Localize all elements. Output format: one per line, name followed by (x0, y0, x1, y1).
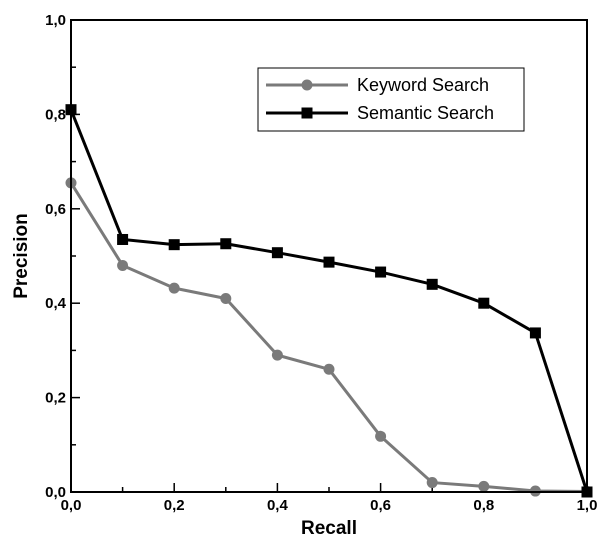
data-point (426, 477, 438, 489)
data-point (117, 259, 129, 271)
y-axis-ticks: 0,0 0,2 0,4 0,6 0,8 1,0 (45, 12, 80, 501)
legend-label: Semantic Search (357, 103, 494, 123)
data-point (375, 266, 387, 278)
y-axis-title: Precision (11, 213, 32, 299)
legend-marker (301, 107, 313, 119)
x-axis-ticks: 0,0 0,2 0,4 0,6 0,8 1,0 (61, 483, 598, 514)
series-layer (65, 104, 593, 498)
series-1 (65, 177, 593, 498)
series-line (69, 109, 589, 493)
legend-item: Keyword Search (266, 75, 489, 95)
series-line (69, 182, 588, 494)
data-point (478, 480, 490, 492)
plot-frame (70, 19, 588, 493)
y-tick-label: 0,4 (45, 295, 67, 312)
data-point (375, 430, 387, 442)
data-point (117, 233, 129, 245)
data-point (478, 297, 490, 309)
legend-items: Keyword Search Semantic Search (266, 75, 494, 123)
y-tick-label: 1,0 (45, 12, 66, 29)
data-point (529, 327, 541, 339)
x-tick-label: 0,4 (267, 497, 289, 514)
x-tick-label: 0,2 (164, 497, 185, 514)
x-tick-label: 0,6 (370, 497, 391, 514)
x-tick-label: 0,0 (61, 497, 82, 514)
data-point (271, 247, 283, 259)
y-tick-label: 0,6 (45, 201, 66, 218)
data-point (323, 363, 335, 375)
x-axis-title: Recall (301, 518, 357, 539)
data-point (271, 349, 283, 361)
legend: Keyword Search Semantic Search (257, 67, 525, 132)
series-2 (65, 104, 593, 498)
y-tick-label: 0,8 (45, 106, 66, 123)
data-point (323, 256, 335, 268)
data-point (220, 292, 232, 304)
data-point (168, 282, 180, 294)
legend-box (257, 67, 525, 132)
x-tick-label: 1,0 (577, 497, 598, 514)
y-tick-label: 0,2 (45, 390, 66, 407)
data-point (220, 238, 232, 250)
y-tick-label: 0,0 (45, 484, 66, 501)
legend-marker (301, 79, 313, 91)
data-point (168, 239, 180, 251)
legend-item: Semantic Search (266, 103, 494, 123)
x-tick-label: 0,8 (473, 497, 494, 514)
legend-label: Keyword Search (357, 75, 489, 95)
data-point (426, 278, 438, 290)
